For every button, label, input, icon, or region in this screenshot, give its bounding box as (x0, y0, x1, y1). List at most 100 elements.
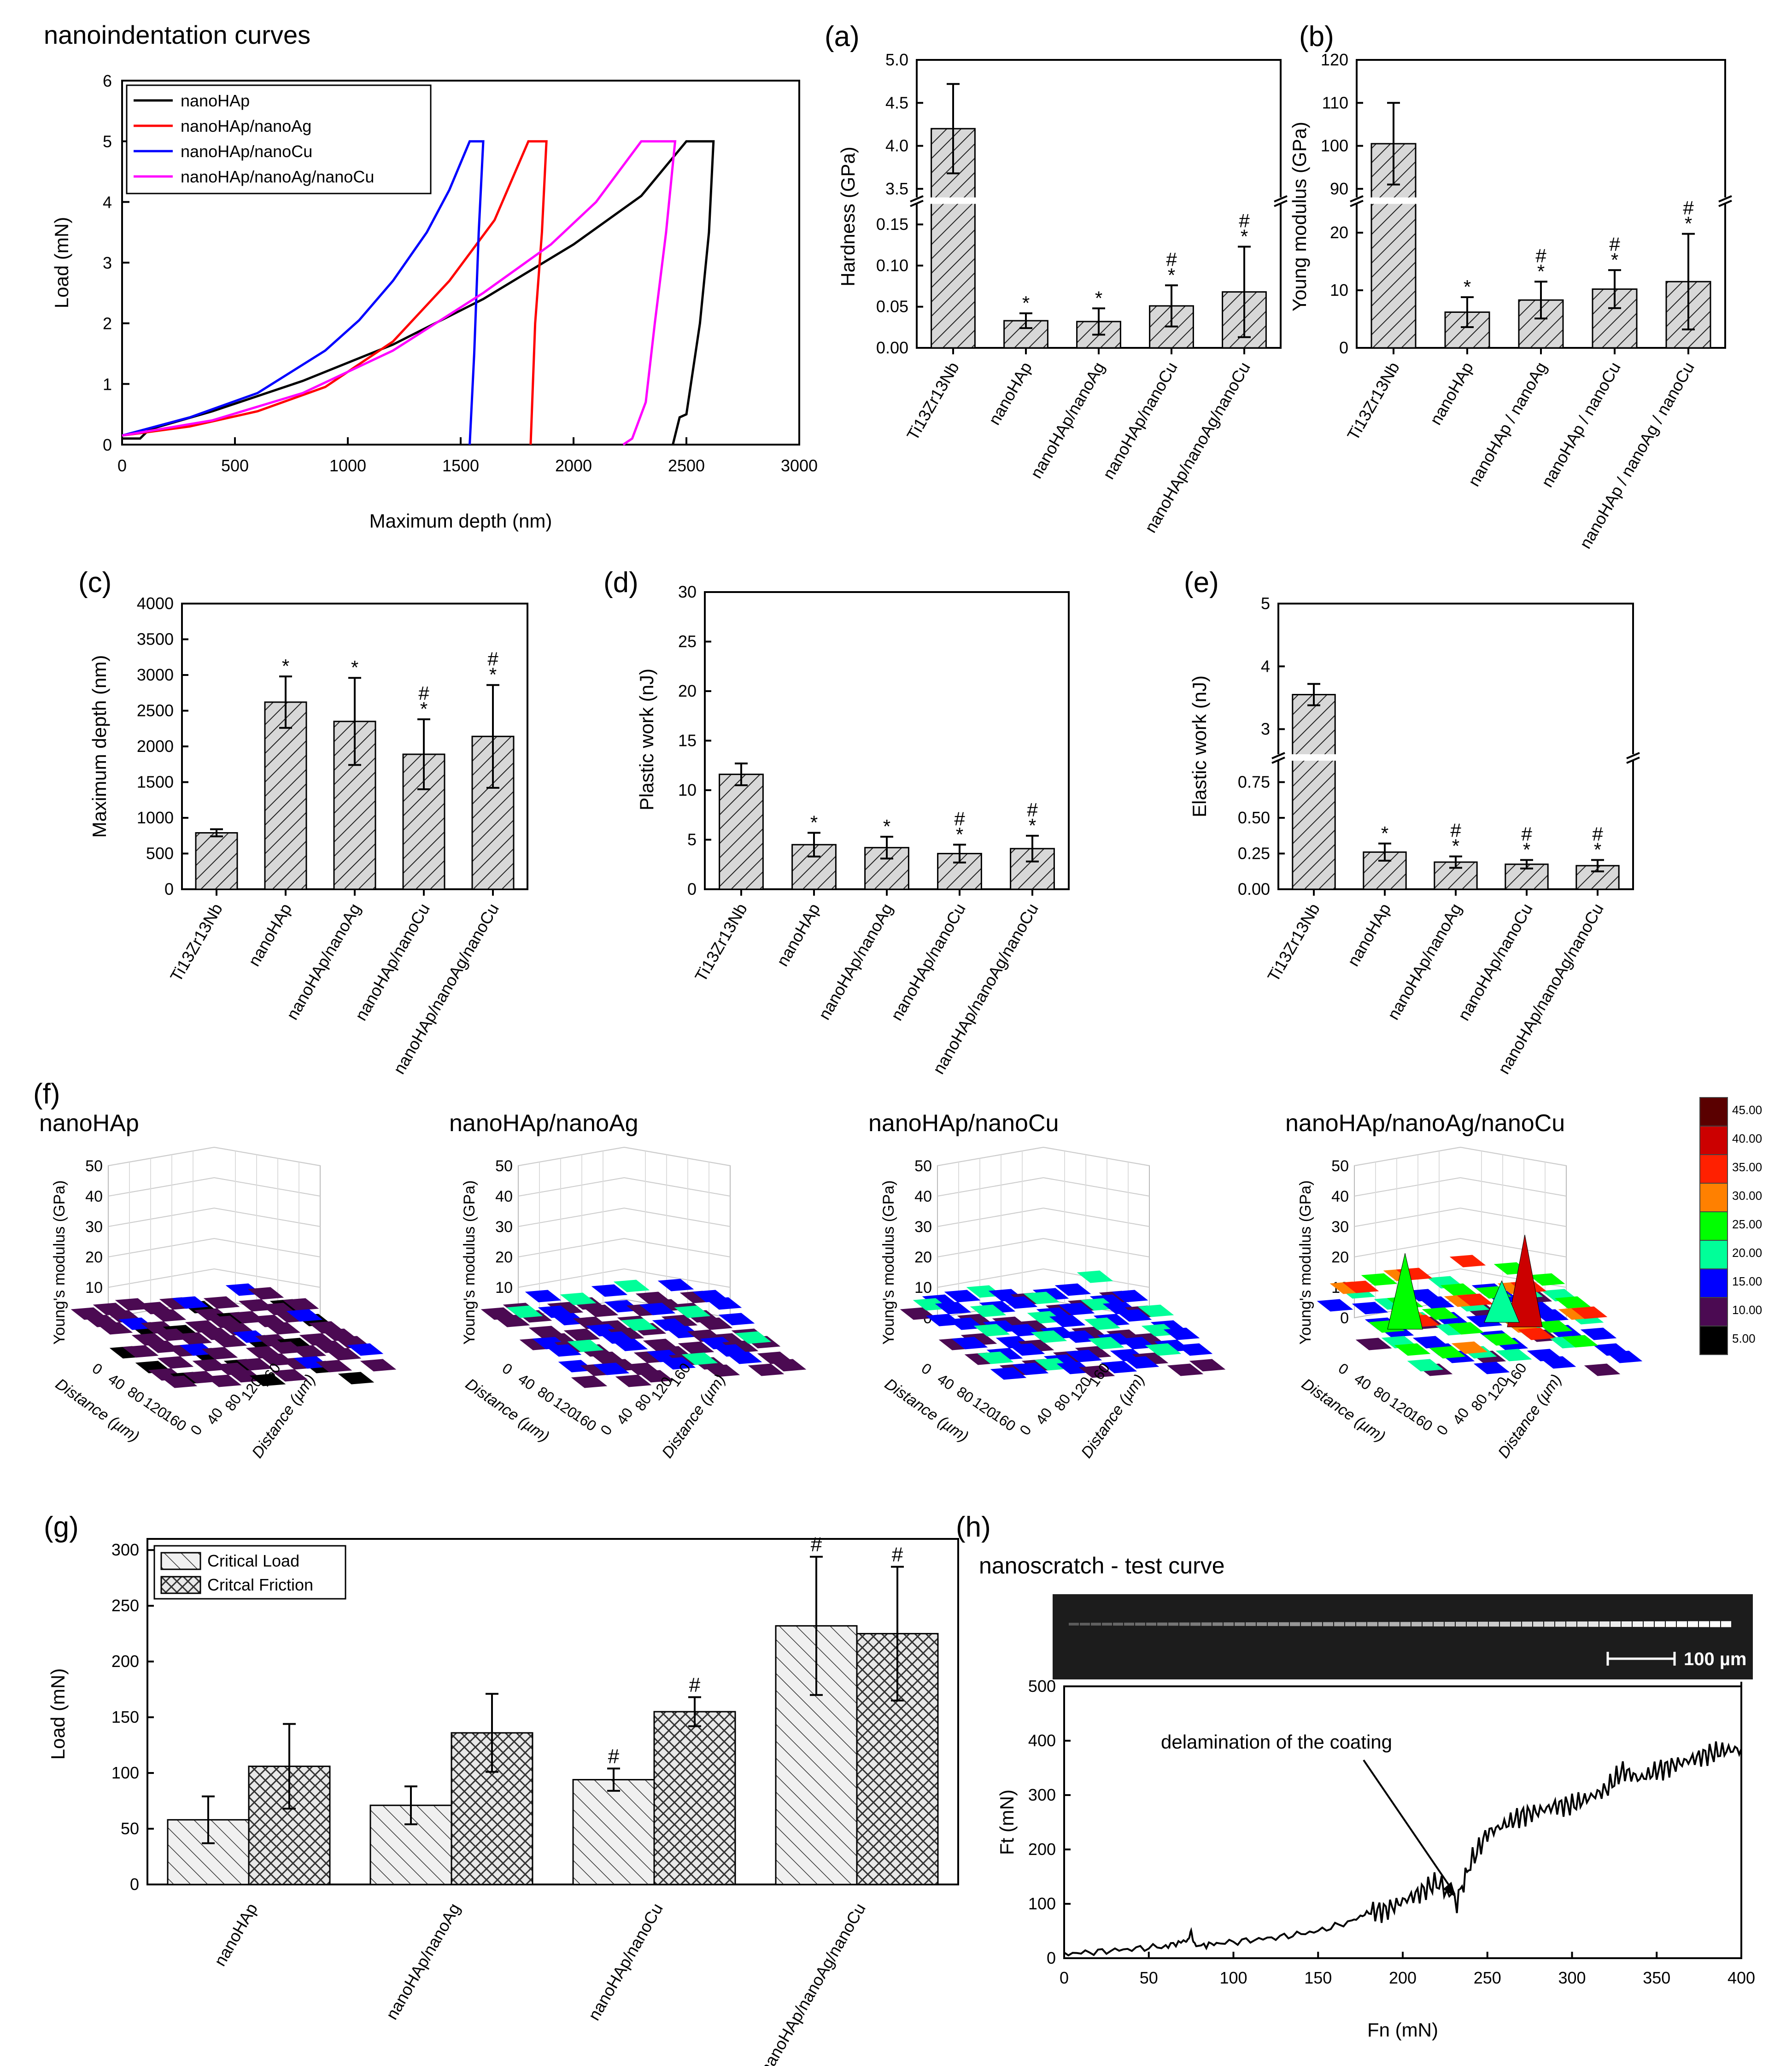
map-surface-patch (1482, 1333, 1519, 1346)
map-surface-patch (1517, 1327, 1554, 1340)
maximum-depth-significance-mark: # (487, 648, 498, 670)
map-z-tick-label: 30 (914, 1218, 932, 1236)
colorbar-cell (1699, 1297, 1728, 1326)
maximum-depth-significance-mark: * (282, 655, 289, 677)
map-x-tick-label: 40 (105, 1370, 128, 1393)
map-z-label: Young's modulus (GPa) (1297, 1180, 1314, 1345)
legend-entry: nanoHAp/nanoAg (181, 117, 311, 135)
map-surface-patch (1058, 1303, 1095, 1315)
map-surface-patch (935, 1302, 972, 1315)
young-modulus-axis-break-mark (1718, 195, 1732, 203)
map-surface-patch (1407, 1359, 1444, 1372)
map-x-tick-label: 0 (89, 1360, 105, 1378)
map-surface-patch (611, 1338, 648, 1351)
plastic-work-y-tick-label: 10 (678, 781, 697, 799)
nanoscratch-chart: (h) nanoscratch - test curve 100 µm 0 50 1… (956, 1511, 1755, 2041)
hardness-y-tick-label: 3.5 (885, 179, 908, 198)
maximum-depth-significance-mark: # (418, 682, 429, 704)
map-grid-line (937, 1238, 1044, 1257)
hardness-significance-mark: * (1022, 292, 1030, 314)
map-surface-patch (172, 1296, 209, 1309)
elastic-work-significance-mark: * (1381, 822, 1388, 844)
map-x-tick-label: 40 (1351, 1370, 1374, 1393)
map-z-tick-label: 20 (1331, 1249, 1349, 1266)
map-grid-line (214, 1208, 321, 1227)
map-grid-line (1354, 1177, 1461, 1197)
map-surface-patch (1418, 1296, 1455, 1309)
map-surface-patch (560, 1292, 597, 1305)
plastic-work-y-tick-label: 30 (678, 582, 697, 601)
nanoscratch-x-tick-label: 250 (1474, 1968, 1501, 1987)
map-surface-patch (696, 1317, 733, 1330)
nanoindentation-curves-chart: nanoindentation curves 0 500 1000 1500 2000 2… (44, 20, 818, 532)
elastic-work-category-label: Ti13Zr13Nb (1264, 900, 1324, 985)
map-grid-line (518, 1177, 625, 1197)
colorbar-label: 25.00 (1732, 1217, 1762, 1231)
map-surface-patch (1115, 1309, 1152, 1322)
elastic-work-y-tick-label: 0.75 (1238, 773, 1270, 792)
map-surface-patch (338, 1372, 375, 1385)
legend-swatch (160, 1552, 201, 1570)
map-surface-patch (735, 1331, 772, 1344)
legend-entry: nanoHAp/nanoCu (181, 142, 312, 161)
map-surface-patch (591, 1284, 628, 1297)
map-surface-patch (1473, 1362, 1510, 1374)
map-surface-patch (615, 1374, 652, 1387)
map-z-tick-label: 30 (85, 1218, 103, 1236)
curves-x-tick-label: 2500 (668, 456, 705, 475)
critical-load-y-tick-label: 300 (111, 1540, 139, 1559)
colorbar-label: 35.00 (1732, 1160, 1762, 1174)
colorbar-cell (1699, 1126, 1728, 1155)
maximum-depth-y-tick-label: 2500 (137, 701, 174, 720)
map-surface-patch (211, 1335, 247, 1348)
curves-x-tick-label: 1000 (329, 456, 366, 475)
map-surface-patch (249, 1373, 286, 1386)
elastic-work-significance-mark: # (1521, 823, 1532, 845)
curves-legend-box (126, 84, 432, 194)
young-modulus-significance-mark: * (1464, 276, 1471, 298)
colorbar-label: 10.00 (1732, 1303, 1762, 1317)
critical-load-category-label: nanoHAp (210, 1900, 261, 1970)
plastic-work-chart: (d) 0 5 10 15 20 25 30 Ti13Zr13Nb * nanoHAp * nanoH… (603, 567, 1070, 1077)
colorbar-cell (1699, 1154, 1728, 1184)
map-surface-patch (205, 1374, 242, 1387)
map-surface-patch (1008, 1343, 1045, 1356)
map-surface-patch (748, 1363, 785, 1376)
map-surface-patch (201, 1347, 238, 1360)
hardness-y-tick-label: 0.00 (876, 338, 908, 357)
plastic-work-significance-mark: # (1027, 799, 1038, 821)
panel-label-e: (e) (1184, 567, 1219, 599)
map-surface-patch (1317, 1299, 1353, 1312)
plastic-work-y-label: Plastic work (nJ) (636, 669, 657, 810)
map-title: nanoHAp/nanoAg/nanoCu (1285, 1110, 1565, 1137)
young-modulus-y-tick-label: 120 (1321, 50, 1348, 69)
curves-y-tick-label: 6 (103, 71, 112, 90)
map-surface-patch (1536, 1320, 1573, 1333)
nanoscratch-curve (1063, 1741, 1742, 1957)
plastic-work-category-label: nanoHAp (773, 900, 824, 970)
map-surface-patch (1088, 1337, 1124, 1350)
map-surface-patch (1451, 1341, 1488, 1354)
map-surface-patch (681, 1352, 718, 1365)
map-surface-patch (1137, 1304, 1174, 1317)
elastic-work-significance-mark: * (1452, 835, 1459, 857)
critical-load-plot-frame (146, 1538, 959, 1885)
map-y-tick-label: 40 (1032, 1405, 1055, 1428)
map-grid-line (1354, 1238, 1461, 1257)
young-modulus-y-tick-label: 10 (1330, 281, 1348, 299)
map-z-tick-label: 20 (914, 1249, 932, 1266)
map-x-label: Distance (µm) (881, 1375, 972, 1446)
map-surface-patch (1429, 1346, 1466, 1359)
map-surface-patch (1001, 1296, 1038, 1309)
map-surface-patch (545, 1344, 582, 1357)
young-modulus-y-tick-label: 0 (1339, 338, 1348, 357)
map-y-tick-label: 0 (187, 1422, 205, 1438)
elastic-work-y-tick-label: 3 (1261, 720, 1270, 739)
map-z-tick-label: 50 (1331, 1157, 1349, 1175)
elastic-work-y-label: Elastic work (nJ) (1189, 675, 1210, 817)
map-surface-patch (1342, 1280, 1379, 1293)
map-z-tick-label: 0 (1340, 1309, 1349, 1327)
nanoscratch-x-tick-label: 0 (1060, 1968, 1069, 1987)
critical-load-y-tick-label: 250 (111, 1596, 139, 1615)
legend-swatch (160, 1576, 201, 1594)
